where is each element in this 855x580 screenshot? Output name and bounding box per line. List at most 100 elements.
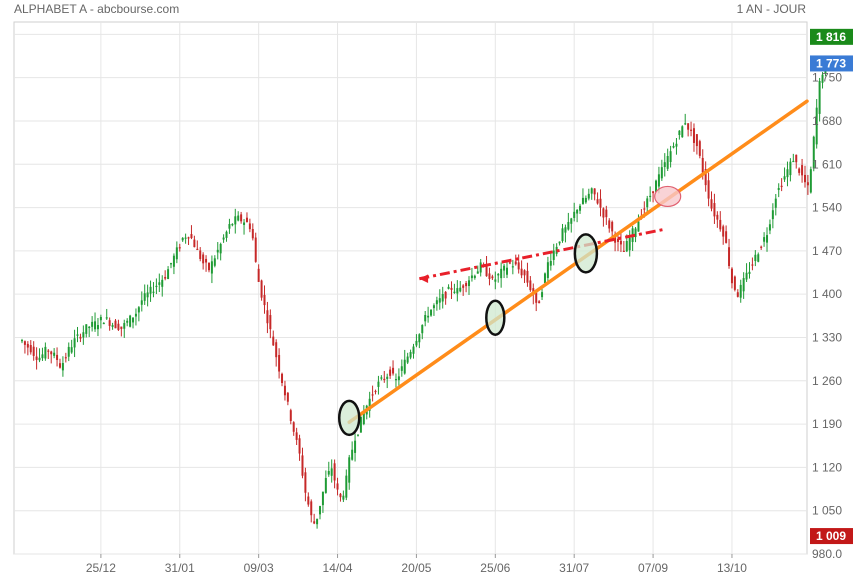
candle-body: [771, 210, 774, 220]
candle-body: [690, 129, 693, 131]
touch-circle-2: [485, 299, 506, 336]
x-tick-label: 13/10: [717, 561, 747, 575]
candle-body: [281, 373, 284, 383]
candle-body: [573, 211, 576, 218]
candle-body: [301, 455, 304, 476]
candle-body: [774, 198, 777, 208]
candle-body: [465, 283, 468, 287]
candle-body: [570, 218, 573, 224]
y-tick-label: 980.0: [812, 547, 842, 561]
candle-body: [269, 315, 272, 330]
candle-body: [321, 491, 324, 506]
candle-body: [529, 280, 532, 291]
annotations: [337, 99, 809, 437]
candle-body: [251, 229, 254, 239]
plot-area: [13, 21, 808, 555]
candle-body: [514, 261, 517, 265]
candle-body: [535, 291, 538, 303]
candle-body: [210, 261, 213, 274]
candle-body: [543, 273, 546, 283]
candle-body: [23, 341, 26, 345]
candle-body: [108, 320, 111, 326]
candle-body: [614, 234, 617, 243]
candle-body: [79, 336, 82, 339]
candle-body: [526, 270, 529, 283]
candle-body: [333, 463, 336, 481]
candle-body: [32, 346, 35, 356]
candle-body: [175, 247, 178, 260]
candle-body: [719, 219, 722, 230]
candle-body: [687, 123, 690, 130]
chart-period: 1 AN - JOUR: [736, 2, 806, 16]
candle-body: [581, 197, 584, 205]
candle-body: [120, 326, 123, 329]
candle-body: [587, 193, 590, 199]
candle-body: [216, 249, 219, 253]
x-tick-label: 09/03: [244, 561, 274, 575]
candle-body: [815, 107, 818, 145]
candle-body: [348, 457, 351, 483]
candle-body: [704, 169, 707, 186]
candle-body: [146, 292, 149, 298]
candle-body: [58, 363, 61, 368]
candle-body: [418, 334, 421, 343]
candle-body: [298, 438, 301, 454]
candle-body: [503, 265, 506, 271]
candle-body: [590, 188, 593, 194]
candle-body: [202, 254, 205, 264]
candle-body: [292, 422, 295, 432]
candle-body: [754, 254, 757, 262]
candle-body: [675, 143, 678, 147]
candle-body: [713, 203, 716, 217]
candle-body: [386, 376, 389, 379]
candle-body: [692, 128, 695, 143]
candle-body: [351, 449, 354, 460]
candle-body: [362, 411, 365, 425]
candle-body: [736, 292, 739, 297]
candle-body: [149, 286, 152, 294]
candle-body: [53, 352, 56, 356]
high-price-badge: [810, 28, 853, 45]
candle-body: [50, 351, 53, 355]
candle-body: [821, 74, 824, 83]
candle-body: [789, 161, 792, 176]
candle-body: [234, 216, 237, 225]
candle-body: [342, 495, 345, 500]
x-tick-label: 25/06: [480, 561, 510, 575]
candle-body: [231, 224, 234, 226]
candle-body: [207, 262, 210, 271]
candle-body: [272, 336, 275, 346]
candle-body: [619, 240, 622, 245]
candle-body: [716, 214, 719, 220]
candle-body: [792, 160, 795, 163]
candle-body: [102, 322, 105, 325]
candle-body: [801, 165, 804, 176]
candle-body: [611, 221, 614, 232]
candle-body: [812, 136, 815, 169]
touch-circle-1: [337, 399, 361, 437]
candle-body: [275, 342, 278, 358]
candle-body: [476, 271, 479, 274]
y-tick-label: 1 610: [812, 157, 842, 171]
candle-body: [61, 362, 64, 371]
y-tick-label: 1 260: [812, 374, 842, 388]
candle-body: [304, 472, 307, 493]
candle-body: [806, 182, 809, 186]
last-price-badge: [810, 55, 853, 72]
candle-body: [435, 300, 438, 305]
x-tick-label: 20/05: [401, 561, 431, 575]
candle-body: [225, 231, 228, 238]
candle-body: [199, 250, 202, 259]
candle-body: [511, 266, 514, 268]
candle-body: [377, 381, 380, 387]
x-tick-label: 31/01: [165, 561, 195, 575]
candle-body: [70, 347, 73, 353]
candle-body: [178, 247, 181, 249]
candle-body: [257, 268, 260, 282]
candle-body: [701, 157, 704, 173]
candle-body: [722, 226, 725, 237]
candle-body: [105, 317, 108, 319]
y-tick-label: 1 540: [812, 201, 842, 215]
